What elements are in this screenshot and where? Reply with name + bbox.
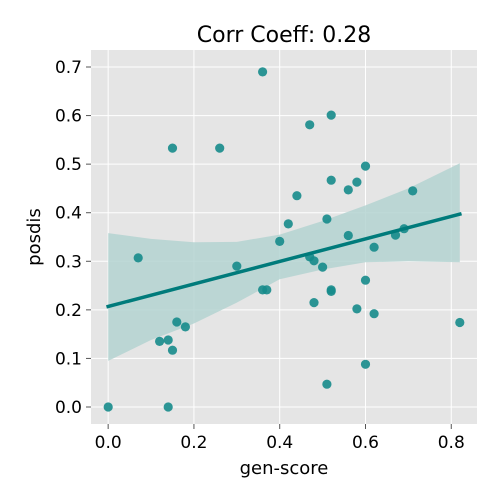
data-points [103, 67, 465, 412]
regression-line [106, 212, 462, 309]
y-tick-label: 0.2 [55, 301, 82, 321]
data-point [163, 402, 173, 412]
data-point [309, 298, 319, 308]
data-point [455, 317, 465, 328]
data-point [360, 275, 371, 285]
y-tick-label: 0.0 [55, 398, 82, 418]
chart-title: Corr Coeff: 0.28 [197, 23, 371, 48]
data-point [167, 143, 178, 153]
data-point [322, 379, 332, 389]
regression-line-layer [106, 212, 462, 309]
data-point [275, 236, 285, 246]
data-point [309, 256, 319, 266]
data-point [318, 262, 328, 272]
data-point [352, 177, 362, 187]
data-point [343, 185, 353, 195]
data-point [172, 317, 182, 327]
data-point [215, 143, 225, 153]
data-point [292, 191, 302, 201]
data-point [369, 309, 379, 319]
y-tick-label: 0.4 [55, 204, 82, 224]
data-point [305, 120, 315, 130]
data-point [258, 67, 268, 77]
data-point [360, 161, 371, 171]
data-point [360, 359, 371, 369]
data-point [133, 253, 143, 263]
data-point [180, 322, 190, 332]
data-point [283, 219, 293, 229]
y-tick-label: 0.5 [55, 155, 82, 175]
x-tick-label: 0.8 [438, 433, 465, 453]
y-axis-label: posdis [24, 208, 45, 266]
data-point [232, 261, 242, 271]
y-tick-label: 0.6 [55, 107, 82, 127]
x-tick-label: 0.6 [352, 433, 379, 453]
data-point [103, 402, 113, 412]
y-tick-label: 0.1 [55, 349, 82, 369]
data-point [326, 175, 336, 185]
y-tick-label: 0.7 [55, 58, 82, 78]
x-tick-label: 0.2 [180, 433, 207, 453]
data-point [326, 110, 336, 120]
axis-ticks: 0.0 0.2 0.4 0.6 0.8 0.0 0.1 0.2 0.3 0.4 0.5 0.6 0.7 [55, 58, 465, 453]
data-point [322, 214, 332, 224]
y-tick-label: 0.3 [55, 252, 82, 272]
x-tick-label: 0.4 [266, 433, 293, 453]
data-point [352, 304, 362, 314]
x-tick-label: 0.0 [95, 433, 122, 453]
data-point [262, 285, 272, 295]
data-point [155, 336, 165, 346]
data-point [326, 286, 336, 296]
data-point [167, 345, 178, 355]
data-point [369, 242, 379, 252]
data-point [163, 335, 173, 345]
data-point [343, 230, 353, 241]
x-axis-label: gen-score [240, 458, 329, 479]
data-point [408, 186, 418, 196]
